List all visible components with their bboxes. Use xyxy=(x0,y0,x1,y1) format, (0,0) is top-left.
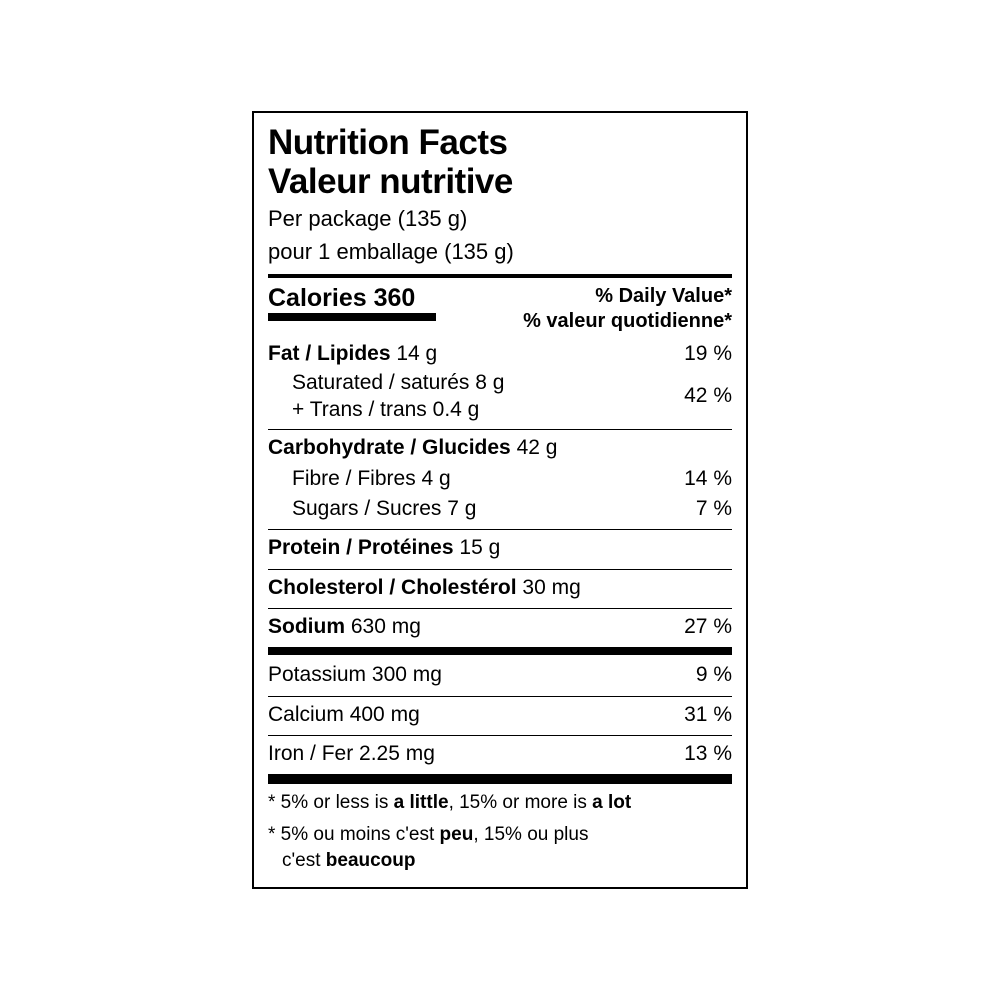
serving-en: Per package (135 g) xyxy=(268,205,732,234)
foot-fr-mid: , 15% ou plus xyxy=(473,824,588,845)
calcium-name: Calcium xyxy=(268,703,344,726)
row-fat: Fat / Lipides 14 g 19 % xyxy=(268,340,732,368)
fat-pct: 19 % xyxy=(684,340,732,368)
potassium-pct: 9 % xyxy=(696,661,732,689)
iron-name: Iron / Fer xyxy=(268,742,353,765)
daily-value-heading: % Daily Value* % valeur quotidienne* xyxy=(523,284,732,334)
iron-pct: 13 % xyxy=(684,740,732,768)
calories-block: Calories 360 xyxy=(268,284,436,321)
sodium-pct: 27 % xyxy=(684,613,732,641)
calories-underline xyxy=(268,313,436,321)
protein-amount: 15 g xyxy=(459,536,500,559)
row-sugars: Sugars / Sucres 7 g 7 % xyxy=(268,495,732,523)
row-calcium: Calcium 400 mg 31 % xyxy=(268,701,732,729)
sugars-name: Sugars / Sucres xyxy=(292,497,441,520)
foot-en-pre: * 5% or less is xyxy=(268,792,394,813)
calories-value: 360 xyxy=(374,284,416,312)
chol-name: Cholesterol / Cholestérol xyxy=(268,576,517,599)
rule-thick-1 xyxy=(268,274,732,278)
footnote-en: * 5% or less is a little, 15% or more is… xyxy=(268,790,732,816)
rule-heavy-1 xyxy=(268,774,732,784)
foot-fr-pre: * 5% ou moins c'est xyxy=(268,824,440,845)
rule-1 xyxy=(268,429,732,430)
sat-line1: Saturated / saturés 8 g xyxy=(292,369,504,396)
fibre-pct: 14 % xyxy=(684,465,732,493)
potassium-amount: 300 mg xyxy=(372,663,442,686)
chol-amount: 30 mg xyxy=(522,576,580,599)
row-carb: Carbohydrate / Glucides 42 g xyxy=(268,434,732,462)
carb-amount: 42 g xyxy=(517,436,558,459)
calories-row: Calories 360 % Daily Value* % valeur quo… xyxy=(268,284,732,334)
foot-en-little: a little xyxy=(394,792,449,813)
row-cholesterol: Cholesterol / Cholestérol 30 mg xyxy=(268,574,732,602)
rule-5 xyxy=(268,696,732,697)
calcium-pct: 31 % xyxy=(684,701,732,729)
rule-3 xyxy=(268,569,732,570)
sodium-name: Sodium xyxy=(268,615,345,638)
foot-fr-line2-pre: c'est xyxy=(282,850,326,871)
rule-6 xyxy=(268,735,732,736)
serving-fr: pour 1 emballage (135 g) xyxy=(268,238,732,267)
row-sodium: Sodium 630 mg 27 % xyxy=(268,613,732,641)
foot-fr-beaucoup: beaucoup xyxy=(326,850,416,871)
protein-name: Protein / Protéines xyxy=(268,536,454,559)
title-en: Nutrition Facts xyxy=(268,123,732,162)
sat-pct: 42 % xyxy=(684,384,732,408)
rule-mid-1 xyxy=(268,647,732,655)
carb-name: Carbohydrate / Glucides xyxy=(268,436,511,459)
sugars-amount: 7 g xyxy=(447,497,476,520)
foot-fr-peu: peu xyxy=(440,824,474,845)
sugars-pct: 7 % xyxy=(696,495,732,523)
fibre-amount: 4 g xyxy=(422,467,451,490)
calcium-amount: 400 mg xyxy=(350,703,420,726)
row-sat-trans: Saturated / saturés 8 g + Trans / trans … xyxy=(268,369,732,424)
row-fibre: Fibre / Fibres 4 g 14 % xyxy=(268,465,732,493)
row-protein: Protein / Protéines 15 g xyxy=(268,534,732,562)
rule-4 xyxy=(268,608,732,609)
foot-en-lot: a lot xyxy=(592,792,631,813)
sodium-amount: 630 mg xyxy=(351,615,421,638)
fibre-name: Fibre / Fibres xyxy=(292,467,416,490)
sat-line2: + Trans / trans 0.4 g xyxy=(292,396,504,423)
row-potassium: Potassium 300 mg 9 % xyxy=(268,661,732,689)
dv-fr: % valeur quotidienne* xyxy=(523,309,732,334)
title-fr: Valeur nutritive xyxy=(268,162,732,201)
row-iron: Iron / Fer 2.25 mg 13 % xyxy=(268,740,732,768)
rule-2 xyxy=(268,529,732,530)
potassium-name: Potassium xyxy=(268,663,366,686)
iron-amount: 2.25 mg xyxy=(359,742,435,765)
calories-label: Calories xyxy=(268,284,367,312)
footnote-fr: * 5% ou moins c'est peu, 15% ou plus c'e… xyxy=(268,822,732,873)
fat-amount: 14 g xyxy=(396,342,437,365)
dv-en: % Daily Value* xyxy=(523,284,732,309)
fat-name: Fat / Lipides xyxy=(268,342,391,365)
nutrition-facts-panel: Nutrition Facts Valeur nutritive Per pac… xyxy=(252,111,748,890)
foot-en-mid: , 15% or more is xyxy=(449,792,593,813)
